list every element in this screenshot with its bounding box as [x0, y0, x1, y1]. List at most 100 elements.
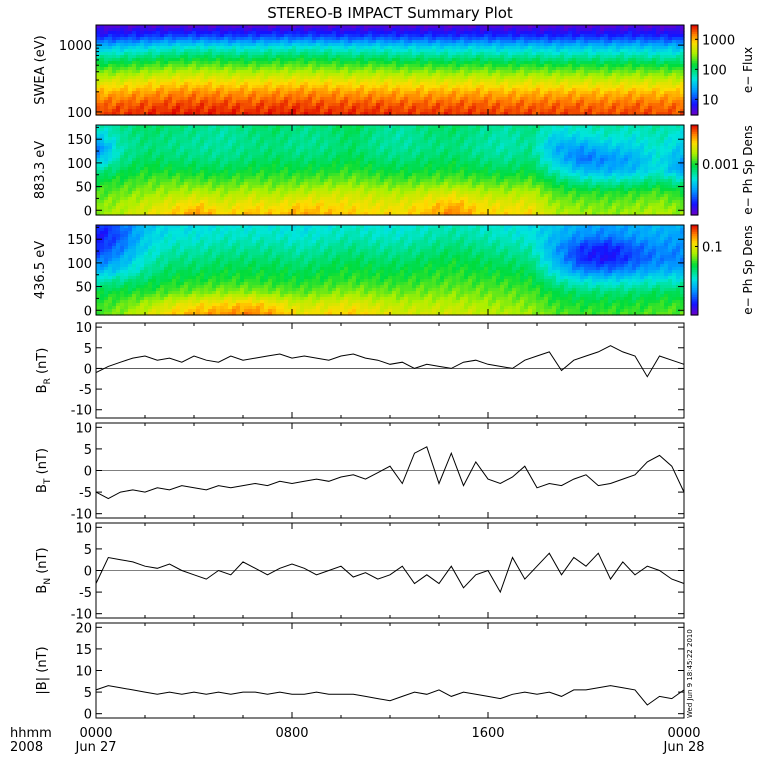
- spectrogram-cell: [680, 37, 685, 41]
- spectrogram-cell: [644, 40, 649, 44]
- spectrogram-cell: [440, 67, 445, 71]
- spectrogram-cell: [96, 64, 101, 68]
- spectrogram-cell: [228, 55, 233, 59]
- spectrogram-cell: [384, 43, 389, 47]
- spectrogram-cell: [428, 52, 433, 56]
- spectrogram-cell: [280, 25, 285, 29]
- spectrogram-cell: [304, 58, 309, 62]
- spectrogram-cell: [152, 52, 157, 56]
- spectrogram-cell: [280, 55, 285, 59]
- spectrogram-cell: [456, 67, 461, 71]
- spectrogram-cell: [404, 31, 409, 35]
- spectrogram-cell: [468, 67, 473, 71]
- spectrogram-cell: [416, 46, 421, 50]
- spectrogram-cell: [300, 52, 305, 56]
- spectrogram-cell: [336, 25, 341, 29]
- spectrogram-cell: [544, 37, 549, 41]
- spectrogram-cell: [640, 28, 645, 32]
- spectrogram-cell: [328, 34, 333, 38]
- spectrogram-cell: [420, 46, 425, 50]
- spectrogram-cell: [180, 37, 185, 41]
- spectrogram-cell: [412, 34, 417, 38]
- spectrogram-cell: [152, 49, 157, 53]
- spectrogram-cell: [624, 31, 629, 35]
- spectrogram-cell: [520, 61, 525, 65]
- spectrogram-cell: [272, 46, 277, 50]
- spectrogram-cell: [340, 67, 345, 71]
- spectrogram-cell: [396, 34, 401, 38]
- spectrogram-cell: [548, 67, 553, 71]
- spectrogram-cell: [624, 64, 629, 68]
- spectrogram-cell: [332, 55, 337, 59]
- spectrogram-cell: [616, 61, 621, 65]
- spectrogram-cell: [620, 70, 625, 74]
- spectrogram-cell: [404, 67, 409, 71]
- spectrogram-cell: [356, 64, 361, 68]
- spectrogram-cell: [280, 52, 285, 56]
- spectrogram-cell: [596, 52, 601, 56]
- spectrogram-cell: [136, 70, 141, 74]
- spectrogram-cell: [564, 40, 569, 44]
- spectrogram-cell: [100, 70, 105, 74]
- spectrogram-cell: [492, 37, 497, 41]
- spectrogram-cell: [300, 55, 305, 59]
- spectrogram-cell: [596, 28, 601, 32]
- spectrogram-cell: [344, 52, 349, 56]
- spectrogram-cell: [320, 34, 325, 38]
- spectrogram-cell: [284, 34, 289, 38]
- spectrogram-cell: [264, 61, 269, 65]
- spectrogram-cell: [500, 46, 505, 50]
- spectrogram-cell: [300, 70, 305, 74]
- spectrogram-cell: [408, 49, 413, 53]
- spectrogram-cell: [104, 37, 109, 41]
- spectrogram-cell: [144, 73, 149, 77]
- spectrogram-cell: [636, 31, 641, 35]
- spectrogram-cell: [508, 46, 513, 50]
- spectrogram-cell: [480, 55, 485, 59]
- spectrogram-cell: [176, 40, 181, 44]
- spectrogram-cell: [412, 67, 417, 71]
- spectrogram-cell: [592, 43, 597, 47]
- spectrogram-cell: [648, 52, 653, 56]
- spectrogram-cell: [180, 70, 185, 74]
- spectrogram-cell: [428, 55, 433, 59]
- spectrogram-cell: [192, 28, 197, 32]
- spectrogram-cell: [344, 61, 349, 65]
- spectrogram-cell: [100, 73, 105, 77]
- spectrogram-cell: [200, 64, 205, 68]
- spectrogram-cell: [132, 70, 137, 74]
- spectrogram-cell: [496, 55, 501, 59]
- spectrogram-cell: [248, 34, 253, 38]
- spectrogram-cell: [196, 61, 201, 65]
- spectrogram-cell: [312, 58, 317, 62]
- spectrogram-cell: [208, 46, 213, 50]
- spectrogram-cell: [104, 46, 109, 50]
- spectrogram-cell: [564, 49, 569, 53]
- spectrogram-cell: [248, 64, 253, 68]
- spectrogram-cell: [572, 46, 577, 50]
- spectrogram-cell: [344, 67, 349, 71]
- spectrogram-cell: [340, 61, 345, 65]
- spectrogram-cell: [612, 28, 617, 32]
- spectrogram-cell: [340, 64, 345, 68]
- spectrogram-cell: [480, 52, 485, 56]
- spectrogram-cell: [136, 28, 141, 32]
- spectrogram-cell: [508, 28, 513, 32]
- spectrogram-cell: [556, 25, 561, 29]
- spectrogram-cell: [492, 46, 497, 50]
- spectrogram-cell: [244, 70, 249, 74]
- spectrogram-cell: [548, 37, 553, 41]
- spectrogram-cell: [240, 43, 245, 47]
- spectrogram-cell: [356, 37, 361, 41]
- spectrogram-cell: [248, 67, 253, 71]
- spectrogram-cell: [100, 64, 105, 68]
- spectrogram-cell: [116, 64, 121, 68]
- spectrogram-cell: [120, 64, 125, 68]
- spectrogram-cell: [608, 28, 613, 32]
- spectrogram-cell: [164, 52, 169, 56]
- spectrogram-cell: [256, 37, 261, 41]
- spectrogram-cell: [140, 73, 145, 77]
- spectrogram-cell: [188, 61, 193, 65]
- spectrogram-cell: [224, 52, 229, 56]
- spectrogram-cell: [296, 31, 301, 35]
